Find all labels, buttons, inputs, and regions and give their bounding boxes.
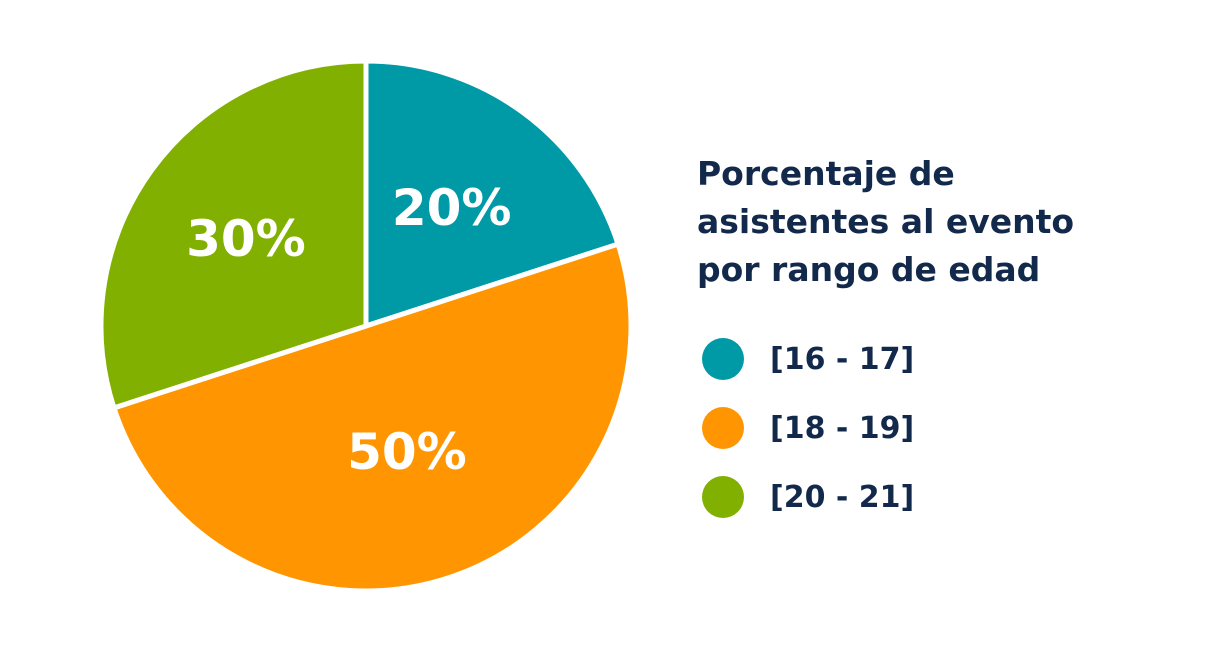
chart-title: Porcentaje de asistentes al evento por r… — [697, 150, 1117, 294]
chart-title-line-2: asistentes al evento — [697, 202, 1075, 241]
pie-slice-label-2: 30% — [186, 210, 306, 268]
legend-label-20-21: [20 - 21] — [770, 479, 915, 515]
chart-title-line-3: por rango de edad — [697, 250, 1041, 289]
legend-swatch-20-21 — [702, 476, 744, 518]
legend-item-20-21: [20 - 21] — [702, 475, 914, 519]
legend-swatch-18-19 — [702, 407, 744, 449]
legend-item-18-19: [18 - 19] — [702, 406, 914, 450]
pie-slice-1 — [111, 241, 634, 594]
pie-chart: 20% 50% 30% — [98, 58, 634, 594]
legend-swatch-16-17 — [702, 338, 744, 380]
legend-label-16-17: [16 - 17] — [770, 341, 915, 377]
pie-slice-2 — [98, 58, 369, 411]
pie-slice-label-1: 50% — [347, 423, 467, 481]
legend-item-16-17: [16 - 17] — [702, 337, 914, 381]
pie-slice-0 — [363, 58, 621, 329]
chart-title-line-1: Porcentaje de — [697, 154, 955, 193]
legend: [16 - 17] [18 - 19] [20 - 21] — [702, 337, 914, 544]
legend-label-18-19: [18 - 19] — [770, 410, 915, 446]
pie-slice-label-0: 20% — [392, 179, 512, 237]
